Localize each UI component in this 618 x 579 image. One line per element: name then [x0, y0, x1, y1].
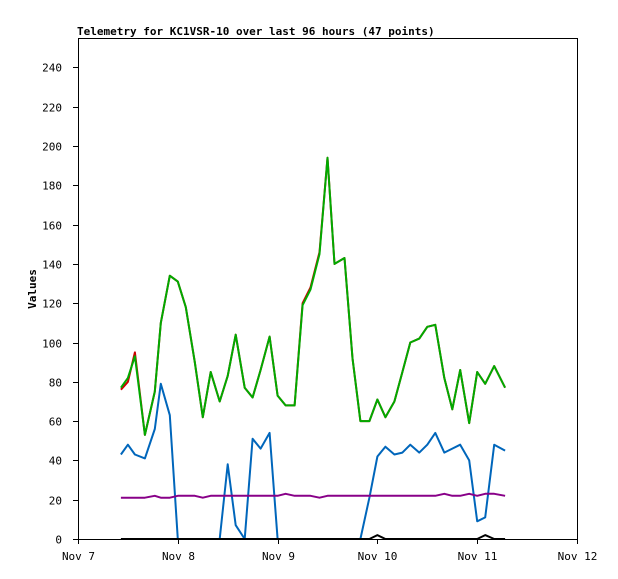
series-line-4: [120, 492, 506, 499]
x-tick-label: Nov 7: [62, 550, 95, 563]
y-tick-label: 220: [42, 102, 62, 115]
y-tick-label: 80: [49, 377, 62, 390]
series-line-2: [120, 156, 506, 436]
y-axis: 0 20 40 60 80 100 120 140 160 180 200 220 240: [42, 62, 78, 547]
x-tick-label: Nov 11: [458, 550, 498, 563]
series-layer: [120, 156, 506, 540]
series-line-3: [120, 382, 506, 540]
y-tick-label: 240: [42, 62, 62, 75]
y-tick-label: 40: [49, 455, 62, 468]
x-tick-label: Nov 10: [358, 550, 398, 563]
x-tick-label: Nov 12: [558, 550, 598, 563]
x-tick-label: Nov 8: [162, 550, 195, 563]
y-tick-label: 60: [49, 416, 62, 429]
y-tick-label: 100: [42, 338, 62, 351]
y-tick-label: 0: [55, 534, 62, 547]
y-tick-label: 180: [42, 180, 62, 193]
plot-frame: [78, 38, 578, 540]
y-tick-label: 160: [42, 220, 62, 233]
y-tick-label: 200: [42, 141, 62, 154]
x-axis: Nov 7 Nov 8 Nov 9 Nov 10 Nov 11 Nov 12: [62, 539, 597, 563]
y-tick-label: 120: [42, 298, 62, 311]
series-line-5: [120, 534, 506, 540]
y-tick-label: 20: [49, 495, 62, 508]
chart-title: Telemetry for KC1VSR-10 over last 96 hou…: [77, 25, 435, 38]
x-tick-label: Nov 9: [262, 550, 295, 563]
y-axis-title: Values: [26, 269, 39, 309]
y-tick-label: 140: [42, 259, 62, 272]
